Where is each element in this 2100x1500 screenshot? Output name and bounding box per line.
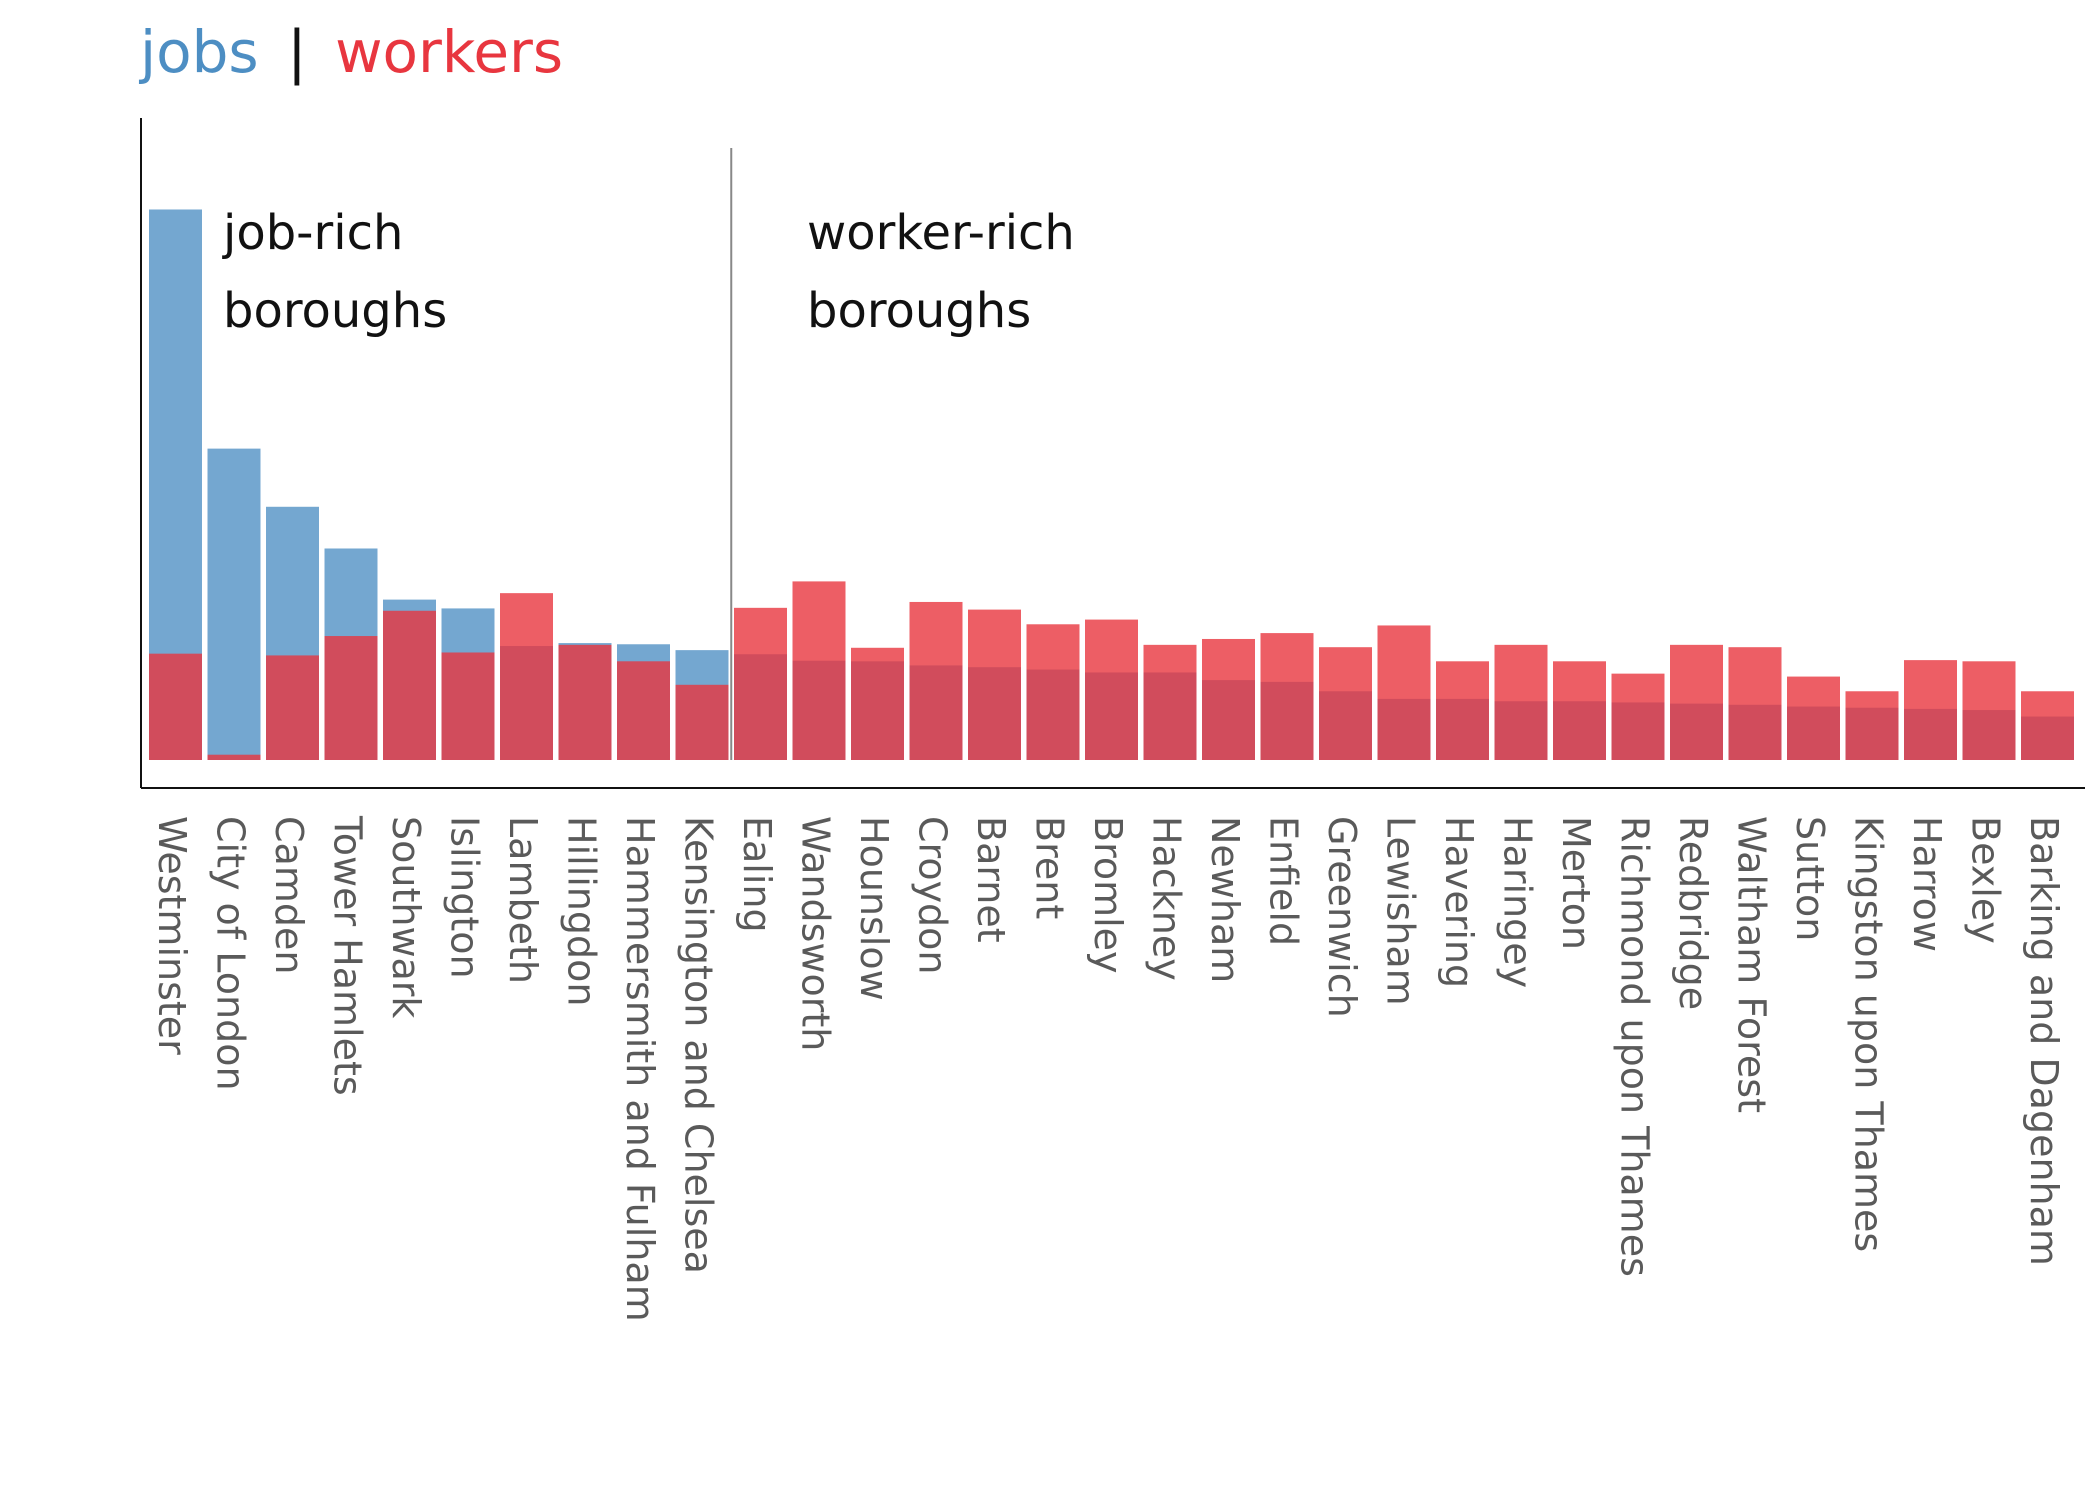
- workers-bar-kingston-upon-thames: [1845, 691, 1899, 760]
- tick-label-islington: Islington: [443, 816, 487, 979]
- annotation-job-rich: job-rich boroughs: [222, 205, 447, 339]
- workers-bar-redbridge: [1670, 644, 1723, 760]
- svg-text:jobs | workers: jobs | workers: [138, 18, 563, 86]
- workers-bar-sutton: [1787, 676, 1840, 760]
- tick-label-havering: Havering: [1437, 816, 1481, 988]
- workers-bar-brent: [1026, 624, 1080, 760]
- workers-bar-hackney: [1143, 644, 1197, 760]
- tick-label-kensington-and-chelsea: Kensington and Chelsea: [677, 816, 721, 1274]
- tick-label-westminster: Westminster: [150, 816, 194, 1055]
- jobs-bar-city-of-london: [207, 448, 261, 760]
- tick-label-hackney: Hackney: [1145, 816, 1189, 981]
- tick-label-wandsworth: Wandsworth: [794, 816, 838, 1051]
- annotation-worker-rich-line1: worker-rich: [807, 205, 1075, 261]
- tick-label-bexley: Bexley: [1964, 816, 2008, 944]
- tick-label-newham: Newham: [1203, 816, 1247, 983]
- workers-bar-newham: [1202, 638, 1255, 760]
- workers-bar-hounslow: [851, 647, 904, 760]
- workers-bar-hammersmith-and-fulham: [617, 661, 670, 760]
- workers-bar-barnet: [968, 609, 1021, 760]
- workers-bar-croydon: [909, 601, 963, 760]
- workers-bar-kensington-and-chelsea: [675, 684, 729, 760]
- workers-bar-greenwich: [1319, 647, 1372, 760]
- workers-bar-hillingdon: [558, 644, 612, 760]
- tick-label-waltham-forest: Waltham Forest: [1730, 816, 1774, 1113]
- tick-label-greenwich: Greenwich: [1320, 816, 1364, 1018]
- workers-bar-bromley: [1085, 619, 1138, 760]
- legend-workers: workers: [335, 18, 563, 86]
- workers-bar-southwark: [383, 610, 436, 760]
- legend-title: jobs | workers: [138, 18, 563, 86]
- tick-label-sutton: Sutton: [1788, 816, 1832, 941]
- tick-label-lewisham: Lewisham: [1379, 816, 1423, 1006]
- tick-label-harrow: Harrow: [1905, 816, 1949, 952]
- workers-bar-westminster: [149, 653, 202, 760]
- legend-jobs: jobs: [138, 18, 259, 86]
- tick-label-city-of-london: City of London: [209, 816, 253, 1091]
- tick-label-merton: Merton: [1554, 816, 1598, 950]
- tick-label-barnet: Barnet: [969, 816, 1013, 943]
- workers-bar-waltham-forest: [1728, 647, 1782, 760]
- workers-bar-merton: [1553, 661, 1606, 760]
- legend-separator: |: [287, 18, 307, 86]
- workers-bar-wandsworth: [792, 581, 846, 760]
- annotation-job-rich-line1: job-rich: [222, 205, 403, 261]
- tick-label-southwark: Southwark: [384, 816, 428, 1018]
- tick-label-enfield: Enfield: [1262, 816, 1306, 946]
- workers-bar-city-of-london: [207, 754, 261, 760]
- workers-bar-harrow: [1904, 660, 1957, 760]
- workers-bar-barking-and-dagenham: [2021, 691, 2074, 760]
- tick-label-lambeth: Lambeth: [501, 816, 545, 984]
- workers-bar-tower-hamlets: [324, 636, 378, 760]
- annotation-job-rich-line2: boroughs: [223, 283, 447, 339]
- bars: [149, 209, 2074, 760]
- tick-label-haringey: Haringey: [1496, 816, 1540, 988]
- tick-label-croydon: Croydon: [911, 816, 955, 975]
- x-tick-labels: Westminster City of London Camden Tower Ham…: [150, 815, 2066, 1322]
- workers-bar-camden: [266, 655, 319, 760]
- tick-label-bromley: Bromley: [1086, 816, 1130, 974]
- tick-label-hillingdon: Hillingdon: [560, 816, 604, 1006]
- workers-bar-haringey: [1494, 644, 1548, 760]
- workers-bar-bexley: [1962, 661, 2016, 760]
- workers-bar-lambeth: [500, 593, 553, 760]
- tick-label-redbridge: Redbridge: [1671, 816, 1715, 1010]
- tick-label-tower-hamlets: Tower Hamlets: [326, 815, 370, 1096]
- tick-label-hammersmith-and-fulham: Hammersmith and Fulham: [618, 816, 662, 1322]
- workers-bar-islington: [441, 652, 495, 760]
- tick-label-camden: Camden: [267, 816, 311, 974]
- workers-bar-richmond-upon-thames: [1611, 673, 1665, 760]
- workers-bar-lewisham: [1377, 625, 1431, 760]
- tick-label-kingston-upon-thames: Kingston upon Thames: [1847, 816, 1891, 1252]
- tick-label-brent: Brent: [1028, 816, 1072, 919]
- tick-label-richmond-upon-thames: Richmond upon Thames: [1613, 816, 1657, 1277]
- workers-bar-enfield: [1260, 633, 1314, 760]
- annotation-worker-rich-line2: boroughs: [807, 283, 1031, 339]
- tick-label-ealing: Ealing: [735, 816, 779, 933]
- tick-label-hounslow: Hounslow: [852, 816, 896, 1001]
- workers-bar-havering: [1436, 661, 1489, 760]
- workers-bar-ealing: [734, 607, 787, 760]
- tick-label-barking-and-dagenham: Barking and Dagenham: [2022, 816, 2066, 1266]
- annotation-worker-rich: worker-rich boroughs: [807, 205, 1075, 339]
